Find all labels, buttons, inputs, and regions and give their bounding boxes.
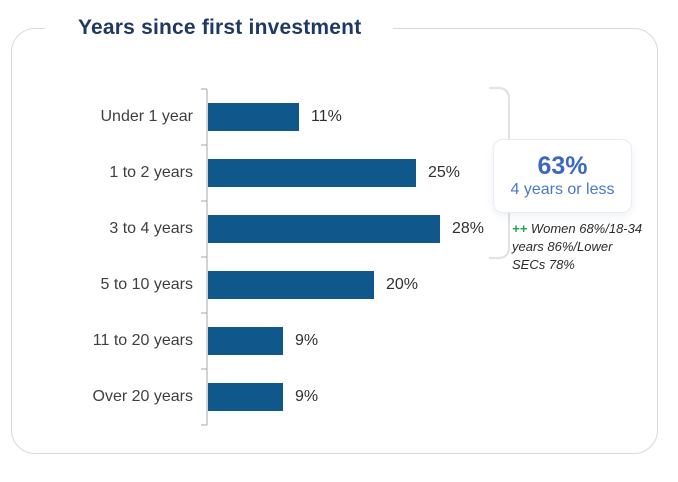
bar [208,383,283,411]
category-label: 3 to 4 years [109,220,193,237]
bar-row: 5 to 10 years 20% [0,257,480,313]
bar-row: 11 to 20 years 9% [0,313,480,369]
callout-label: 4 years or less [510,181,615,198]
bar-row: Under 1 year 11% [0,89,480,145]
bar-row: 3 to 4 years 28% [0,201,484,257]
category-label: 5 to 10 years [100,276,194,293]
value-label: 11% [311,108,342,125]
value-label: 9% [295,388,319,405]
bar-rows: Under 1 year 11% 1 to 2 years 25% 3 to 4… [0,89,484,425]
value-label: 25% [428,164,461,181]
bar [208,215,440,243]
category-label: Over 20 years [92,388,193,405]
value-label: 9% [295,332,319,349]
bar-row: 1 to 2 years 25% [0,145,480,201]
bar [208,271,374,299]
summary-callout: 63% 4 years or less [493,139,632,213]
significance-text: Women 68%/18-34 years 86%/Lower SECs 78% [512,221,643,272]
bar [208,327,283,355]
category-label: 1 to 2 years [109,164,193,181]
value-label: 20% [386,276,419,293]
bar [208,159,416,187]
bar-row: Over 20 years 9% [0,369,480,425]
category-label: Under 1 year [100,108,194,125]
value-label: 28% [452,220,485,237]
category-label: 11 to 20 years [92,332,193,349]
category-axis [201,88,208,426]
significance-annotation: ++ Women 68%/18-34 years 86%/Lower SECs … [512,220,648,274]
significance-marker: ++ [512,221,528,236]
chart-title: Years since first investment [45,12,394,43]
callout-value: 63% [537,152,588,180]
bar [208,103,299,131]
